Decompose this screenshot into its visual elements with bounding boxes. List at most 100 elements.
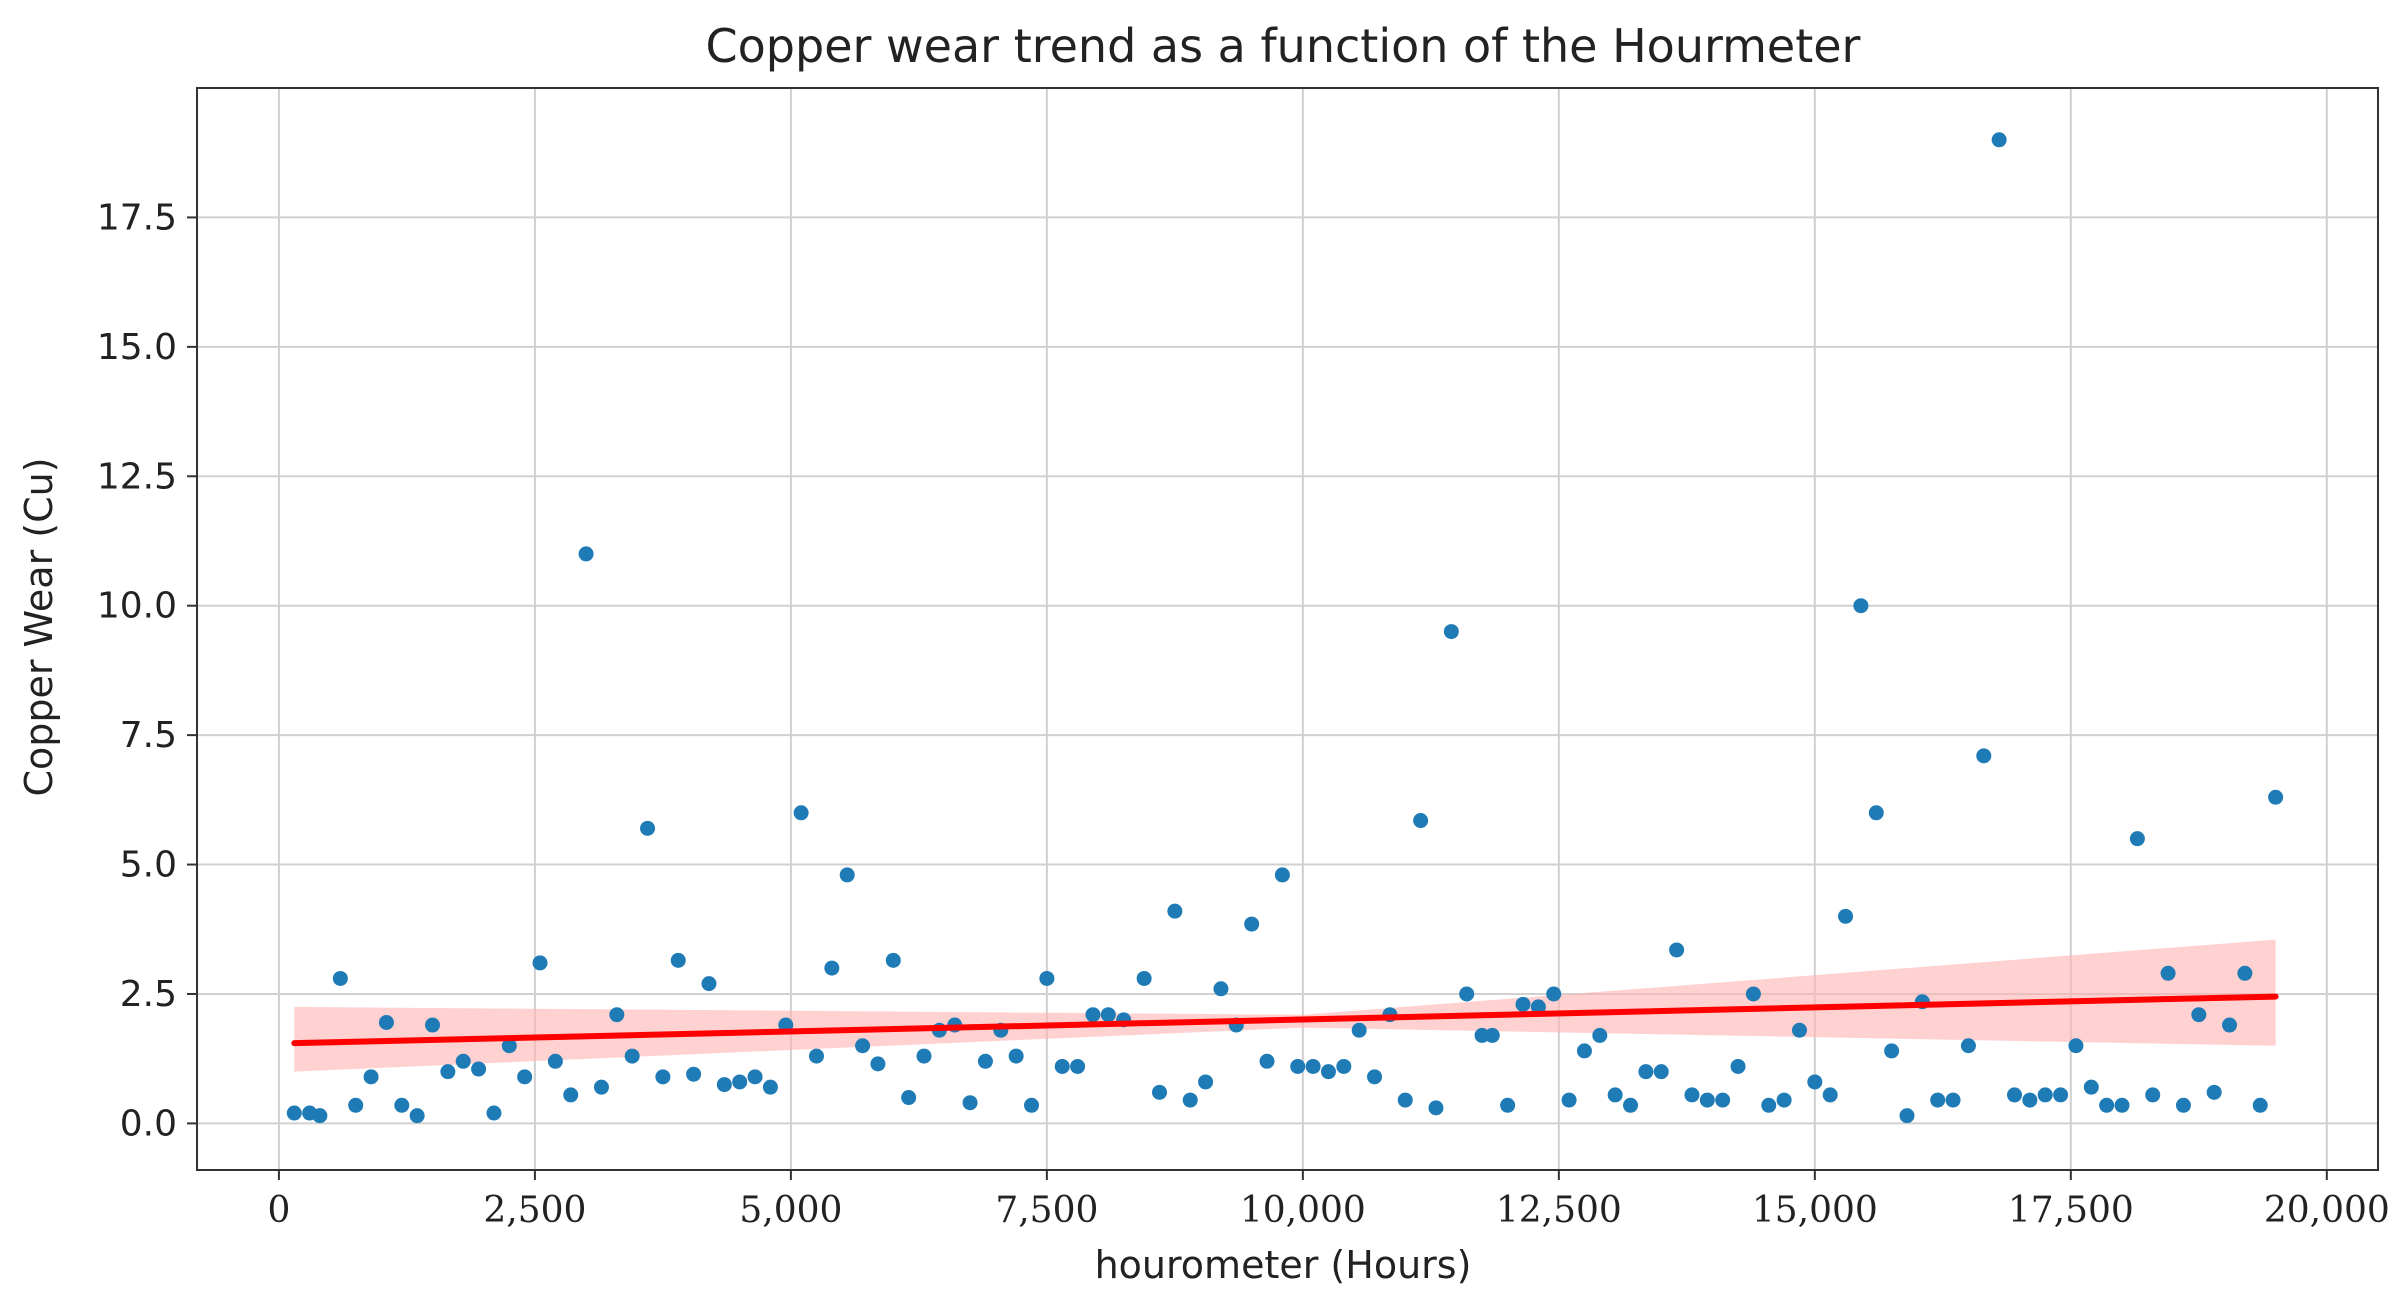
data-point [1776, 1092, 1792, 1108]
grid-lines [197, 88, 2378, 1170]
data-point [855, 1038, 871, 1054]
data-point [2053, 1087, 2069, 1103]
data-point [1868, 805, 1884, 821]
data-point [1459, 986, 1475, 1002]
data-point [2206, 1084, 2222, 1100]
data-point [1167, 903, 1183, 919]
data-point [2237, 965, 2253, 981]
data-point [1884, 1043, 1900, 1059]
data-point [501, 1038, 517, 1054]
data-point [1500, 1097, 1516, 1113]
data-point [471, 1061, 487, 1077]
data-point [885, 952, 901, 968]
data-point [1561, 1092, 1577, 1108]
data-point [1274, 867, 1290, 883]
data-point [1699, 1092, 1715, 1108]
data-point [716, 1077, 732, 1093]
data-point [1443, 624, 1459, 640]
data-point [2099, 1097, 2115, 1113]
data-point [2252, 1097, 2268, 1113]
data-point [425, 1017, 441, 1033]
data-point [1198, 1074, 1214, 1090]
y-tick-label: 17.5 [97, 197, 177, 238]
data-point [609, 1007, 625, 1023]
data-point [1546, 986, 1562, 1002]
data-point [1853, 598, 1869, 614]
data-point [1761, 1097, 1777, 1113]
data-point [1653, 1064, 1669, 1080]
y-tick-label: 15.0 [97, 327, 177, 368]
x-tick-label: 20,000 [2264, 1190, 2390, 1231]
data-point [1822, 1087, 1838, 1103]
data-point [762, 1079, 778, 1095]
data-point [1152, 1084, 1168, 1100]
data-point [1607, 1087, 1623, 1103]
data-point [839, 867, 855, 883]
trend-line-layer [291, 993, 2279, 1047]
data-point [624, 1048, 640, 1064]
y-tick-label: 10.0 [97, 586, 177, 627]
data-point [1182, 1092, 1198, 1108]
data-point [793, 805, 809, 821]
data-point [332, 970, 348, 986]
data-point [1259, 1053, 1275, 1069]
data-point [517, 1069, 533, 1085]
data-point [2129, 831, 2145, 847]
data-point [2268, 789, 2284, 805]
x-tick-label: 10,000 [1240, 1190, 1366, 1231]
data-point [1669, 942, 1685, 958]
data-point [1213, 981, 1229, 997]
data-point [1945, 1092, 1961, 1108]
x-tick-label: 7,500 [995, 1190, 1098, 1231]
data-point [670, 952, 686, 968]
data-point [1745, 986, 1761, 1002]
x-tick-label: 0 [267, 1190, 290, 1231]
data-point [2222, 1017, 2238, 1033]
data-point [1100, 1007, 1116, 1023]
data-point [1428, 1100, 1444, 1116]
x-tick-label: 17,500 [2008, 1190, 2134, 1231]
data-point [578, 546, 594, 562]
data-point [409, 1108, 425, 1124]
data-point [1684, 1087, 1700, 1103]
data-point [977, 1053, 993, 1069]
data-point [1807, 1074, 1823, 1090]
data-point [1960, 1038, 1976, 1054]
x-tick-label: 15,000 [1752, 1190, 1878, 1231]
x-tick-label: 2,500 [483, 1190, 586, 1231]
data-point [747, 1069, 763, 1085]
y-tick-label: 5.0 [120, 845, 177, 886]
data-point [1638, 1064, 1654, 1080]
data-point [1024, 1097, 1040, 1113]
data-point [1623, 1097, 1639, 1113]
data-point [2191, 1007, 2207, 1023]
x-tick-label: 12,500 [1496, 1190, 1622, 1231]
data-point [1336, 1058, 1352, 1074]
data-point [312, 1108, 328, 1124]
data-point [593, 1079, 609, 1095]
data-point [1791, 1022, 1807, 1038]
data-point [1976, 748, 1992, 764]
y-axis-ticks: 0.0 2.5 5.0 7.5 10.0 12.5 15.0 17.5 [97, 197, 197, 1144]
data-point [486, 1105, 502, 1121]
data-point [1367, 1069, 1383, 1085]
data-point [2160, 965, 2176, 981]
data-point [1484, 1027, 1500, 1043]
data-point [1715, 1092, 1731, 1108]
data-point [1530, 999, 1546, 1015]
data-point [1592, 1027, 1608, 1043]
data-point [732, 1074, 748, 1090]
y-tick-label: 0.0 [120, 1103, 177, 1144]
chart-title: Copper wear trend as a function of the H… [706, 19, 1861, 73]
y-tick-label: 12.5 [97, 456, 177, 497]
data-point [348, 1097, 364, 1113]
data-point [916, 1048, 932, 1064]
data-point [563, 1087, 579, 1103]
data-point [824, 960, 840, 976]
data-point [286, 1105, 302, 1121]
data-point [378, 1014, 394, 1030]
data-point [1730, 1058, 1746, 1074]
data-point [2007, 1087, 2022, 1103]
